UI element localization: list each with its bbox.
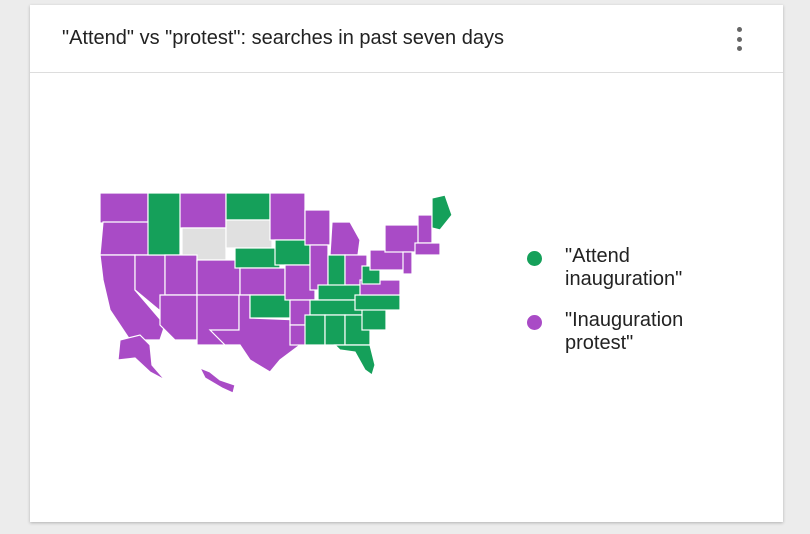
us-map [99,192,453,394]
state [333,344,376,376]
state [234,247,281,269]
legend-swatch [527,251,542,266]
card-header: "Attend" vs "protest": searches in past … [30,5,783,73]
state [417,214,433,244]
state [225,219,273,249]
state [159,294,198,341]
state [99,221,151,256]
state [117,334,166,381]
state [198,366,236,394]
state [354,294,401,311]
state [239,267,286,296]
card: "Attend" vs "protest": searches in past … [30,5,783,522]
state [164,254,198,296]
state [249,294,291,319]
state [431,194,453,231]
state [147,192,181,256]
state [327,254,346,289]
state [304,209,331,246]
more-menu[interactable] [736,27,744,55]
state [402,251,413,275]
legend-label: "Inauguration protest" [565,309,684,354]
state [329,221,361,256]
state [361,307,387,331]
state [304,314,326,346]
card-title: "Attend" vs "protest": searches in past … [62,27,504,49]
state [324,314,346,346]
state [269,192,306,241]
state [414,242,441,256]
state [309,244,329,291]
state [99,192,149,224]
legend-label: "Attend inauguration" [565,245,683,290]
state [225,192,271,221]
state [369,249,406,271]
state [196,259,241,296]
legend-swatch [527,315,542,330]
